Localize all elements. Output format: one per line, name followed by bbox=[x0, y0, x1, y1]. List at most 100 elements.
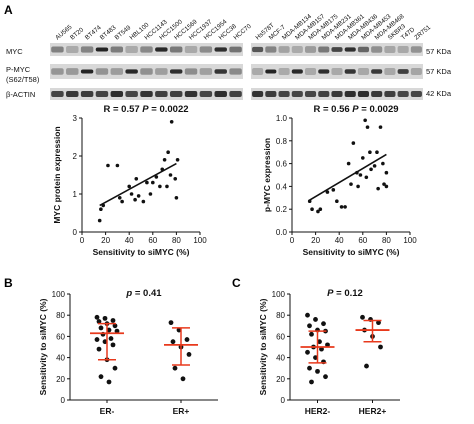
blot-band bbox=[318, 46, 330, 53]
data-point bbox=[97, 218, 102, 223]
data-point bbox=[172, 365, 178, 371]
x-tick-label: 40 bbox=[335, 236, 344, 245]
data-point bbox=[106, 163, 110, 168]
blot-band bbox=[384, 46, 396, 53]
data-point bbox=[158, 184, 162, 189]
data-point bbox=[316, 209, 320, 214]
y-axis-title: MYC protein expression bbox=[52, 126, 62, 223]
data-point bbox=[365, 125, 370, 129]
blot-band bbox=[199, 91, 213, 97]
data-point bbox=[176, 327, 182, 333]
data-point bbox=[363, 118, 367, 123]
data-point bbox=[127, 184, 131, 189]
scatter-myc-vs-sensitivity: 0 20 40 60 80 100 0 1 2 3 Sensitivity to siMYC (%)… bbox=[52, 104, 207, 257]
data-point bbox=[323, 374, 328, 380]
blot-band bbox=[140, 68, 153, 75]
blot-band bbox=[184, 68, 198, 75]
data-point bbox=[174, 196, 179, 200]
data-point bbox=[102, 315, 108, 321]
blot-band bbox=[169, 46, 183, 53]
data-point bbox=[154, 175, 159, 179]
data-point bbox=[120, 199, 124, 204]
scatter-pmyc-vs-sensitivity: 0 20 40 60 80 100 0.0 0.2 0.4 0.6 0.8 1.0 Sensitivit… bbox=[262, 104, 417, 257]
y-tick-label: 0.2 bbox=[276, 205, 288, 214]
data-point bbox=[378, 344, 383, 350]
y-tick-label: 0.0 bbox=[276, 228, 288, 237]
blot-band bbox=[410, 46, 422, 53]
y-tick-label: 100 bbox=[52, 290, 66, 299]
blot-band bbox=[110, 46, 124, 53]
blot-band bbox=[80, 69, 94, 74]
data-point bbox=[112, 365, 118, 371]
blot-band bbox=[252, 46, 264, 53]
data-point bbox=[114, 328, 120, 334]
blot-band bbox=[199, 68, 213, 75]
y-tick-label: 20 bbox=[276, 375, 285, 384]
regression-line bbox=[309, 153, 387, 201]
data-point bbox=[106, 379, 112, 385]
data-point bbox=[102, 339, 108, 345]
data-point bbox=[325, 342, 330, 348]
blot-band bbox=[51, 68, 64, 75]
blot-band bbox=[229, 91, 242, 97]
cell-line-label: ZR751 bbox=[413, 24, 432, 42]
blot-band bbox=[357, 91, 370, 97]
data-point bbox=[186, 352, 192, 357]
data-point bbox=[313, 355, 318, 360]
blot-band bbox=[344, 91, 356, 97]
data-point bbox=[141, 199, 146, 204]
blot-band bbox=[278, 46, 290, 53]
data-point bbox=[384, 170, 389, 175]
data-point bbox=[364, 363, 369, 369]
blot-band bbox=[95, 68, 109, 75]
row-label-pmyc-sites: (S62/T58) bbox=[6, 75, 40, 84]
y-tick-label: 40 bbox=[56, 354, 65, 363]
blot-band bbox=[371, 69, 383, 74]
blot-band bbox=[371, 46, 383, 53]
blot-band bbox=[410, 68, 422, 75]
blot-band bbox=[304, 46, 317, 53]
blot-band bbox=[140, 91, 153, 97]
kda-myc: 57 KDa bbox=[426, 47, 452, 56]
blot-band bbox=[155, 91, 168, 97]
blot-band bbox=[265, 46, 277, 53]
panel-a-label: A bbox=[4, 3, 13, 17]
y-tick-label: 60 bbox=[276, 332, 285, 341]
dotplot-er-status: 0 20 40 60 80 100 ER- ER+ p = 0.41 Sensitivity to… bbox=[38, 288, 218, 416]
x-tick-label: 40 bbox=[125, 236, 134, 245]
blot-band bbox=[357, 46, 370, 53]
data-point bbox=[356, 184, 360, 189]
cell-line-label: HCC70 bbox=[232, 23, 253, 42]
y-tick-label: 0.8 bbox=[276, 137, 288, 146]
y-tick-label: 1 bbox=[73, 190, 78, 199]
data-point bbox=[318, 207, 323, 211]
data-point bbox=[325, 190, 330, 194]
data-point bbox=[94, 337, 100, 342]
blot-band bbox=[125, 46, 138, 53]
data-point bbox=[315, 368, 320, 374]
regression-line bbox=[99, 162, 177, 207]
data-point bbox=[346, 161, 351, 166]
stat-annotation: P = 0.12 bbox=[327, 288, 363, 299]
blot-band bbox=[410, 91, 422, 97]
x-tick-label: 20 bbox=[101, 236, 110, 245]
y-tick-label: 0 bbox=[61, 396, 66, 405]
x-tick-label: 60 bbox=[358, 236, 367, 245]
data-point bbox=[381, 161, 385, 166]
x-tick-label: 100 bbox=[193, 236, 207, 245]
data-point bbox=[331, 188, 336, 192]
blot-band bbox=[397, 46, 409, 53]
blot-band bbox=[110, 91, 124, 97]
y-axis-title: p-MYC expression bbox=[262, 138, 272, 212]
y-tick-label: 40 bbox=[276, 354, 285, 363]
y-tick-label: 2 bbox=[73, 152, 78, 161]
data-point bbox=[96, 319, 102, 324]
data-point bbox=[310, 207, 314, 211]
data-point bbox=[173, 177, 178, 181]
x-tick-label: 60 bbox=[148, 236, 157, 245]
data-point bbox=[184, 337, 190, 342]
row-label-actin: β-ACTIN bbox=[6, 90, 35, 99]
category-label: HER2+ bbox=[359, 406, 387, 416]
data-point bbox=[134, 177, 139, 181]
